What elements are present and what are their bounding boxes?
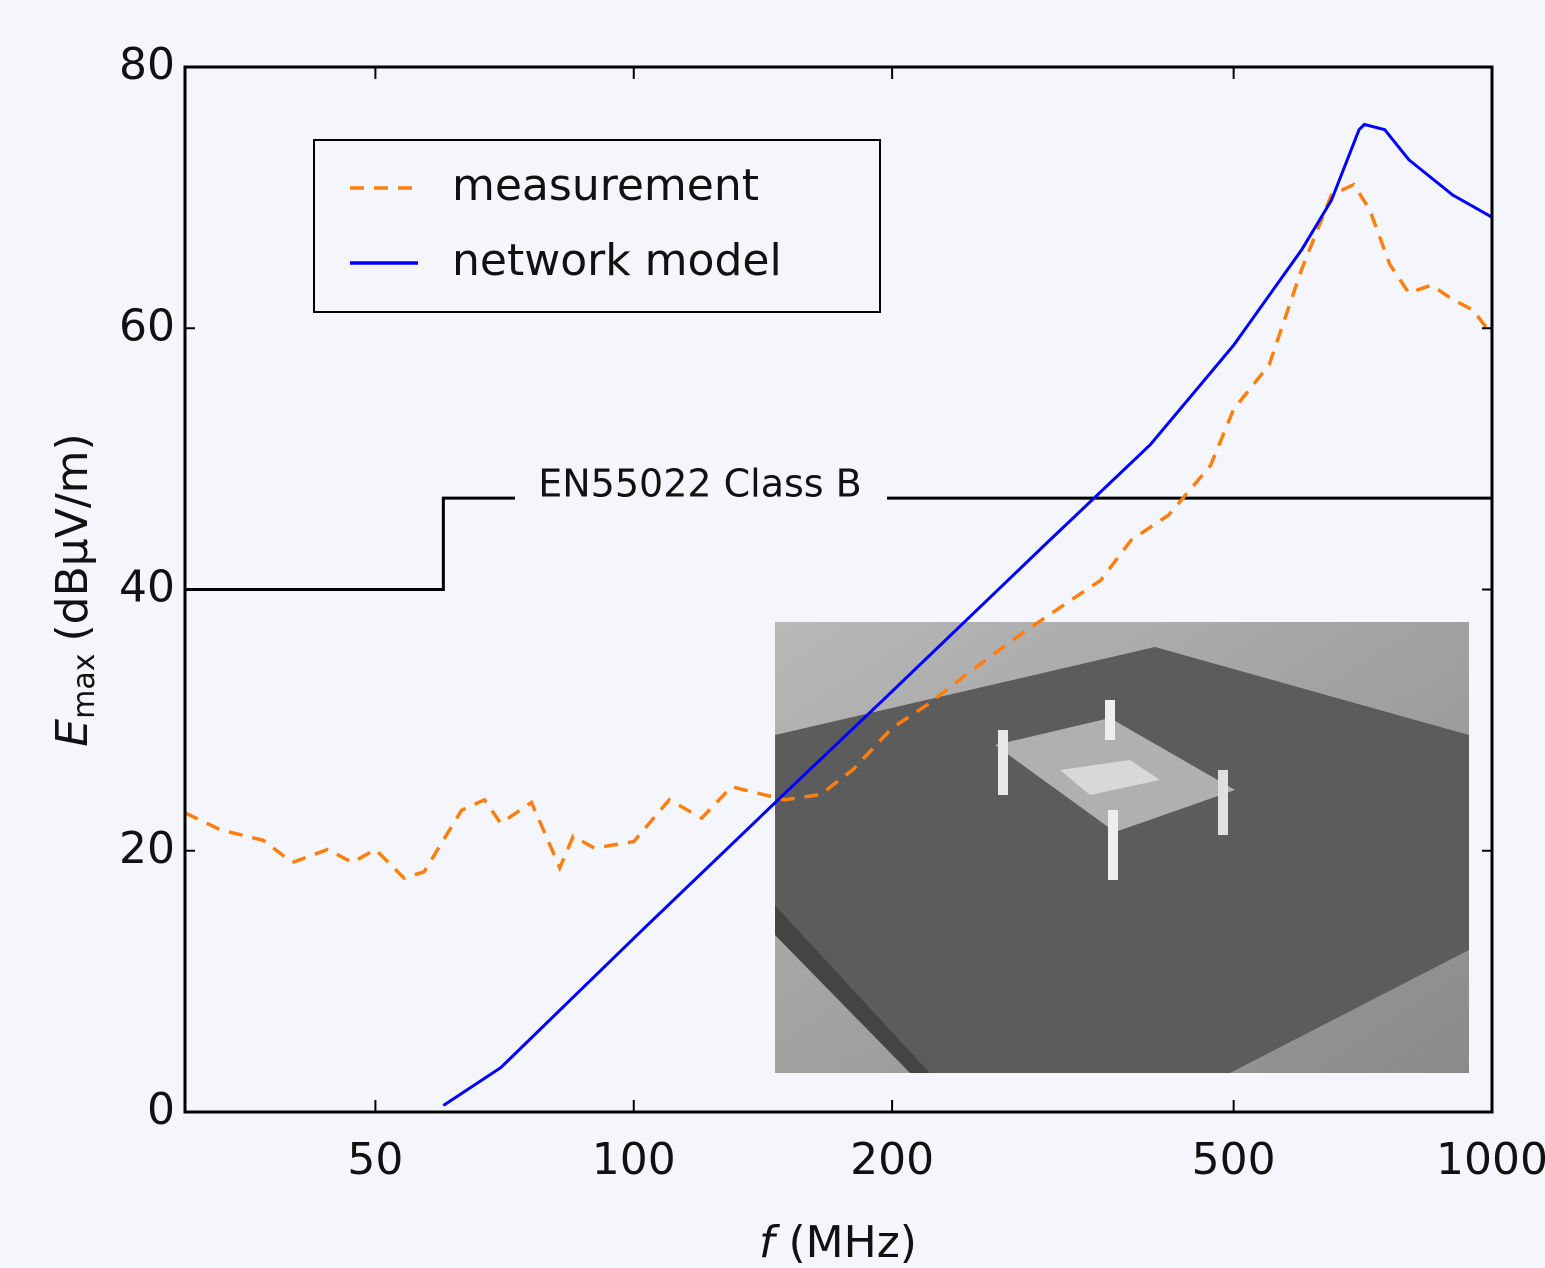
x-tick-label: 100 bbox=[592, 1134, 676, 1185]
page: EN55022 Class B 0 20 40 60 80 50 100 200 500 1000… bbox=[0, 0, 1545, 1268]
standoff bbox=[1218, 770, 1228, 835]
x-label-unit: (MHz) bbox=[789, 1217, 917, 1268]
y-tick-label: 40 bbox=[119, 562, 175, 613]
y-label-symbol: E bbox=[47, 719, 98, 747]
x-tick-label: 1000 bbox=[1436, 1134, 1545, 1185]
y-tick-label: 80 bbox=[119, 39, 175, 90]
standoff bbox=[1105, 700, 1115, 740]
limit-label: EN55022 Class B bbox=[538, 462, 862, 506]
x-tick-label: 200 bbox=[850, 1134, 934, 1185]
y-label-subscript: max bbox=[67, 654, 102, 719]
standoff bbox=[1108, 810, 1118, 880]
x-tick-label: 500 bbox=[1192, 1134, 1276, 1185]
y-tick-label: 60 bbox=[119, 300, 175, 351]
legend-label: network model bbox=[452, 235, 782, 286]
chart: EN55022 Class B 0 20 40 60 80 50 100 200 500 1000… bbox=[0, 0, 1545, 1268]
y-tick-label: 20 bbox=[119, 823, 175, 874]
y-label-unit: (dBμV/m) bbox=[47, 433, 98, 641]
legend-label: measurement bbox=[452, 160, 759, 211]
standoff bbox=[998, 730, 1008, 795]
y-tick-label: 0 bbox=[147, 1084, 175, 1135]
legend: measurement network model bbox=[314, 140, 880, 312]
inset-photo bbox=[775, 622, 1469, 1073]
x-tick-label: 50 bbox=[347, 1134, 403, 1185]
